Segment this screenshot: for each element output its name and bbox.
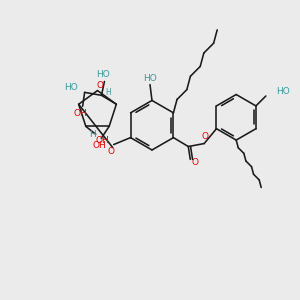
Text: HO: HO — [143, 74, 157, 83]
Text: H: H — [106, 88, 111, 97]
Text: OH: OH — [96, 136, 110, 145]
Text: OH: OH — [74, 109, 88, 118]
Text: O: O — [97, 81, 104, 90]
Text: O: O — [192, 158, 199, 167]
Text: HO: HO — [64, 83, 78, 92]
Text: HO: HO — [276, 87, 289, 96]
Text: HO: HO — [97, 70, 110, 79]
Text: H: H — [89, 130, 96, 139]
Text: O: O — [202, 132, 208, 141]
Text: O: O — [107, 147, 114, 156]
Text: OH: OH — [92, 141, 106, 150]
